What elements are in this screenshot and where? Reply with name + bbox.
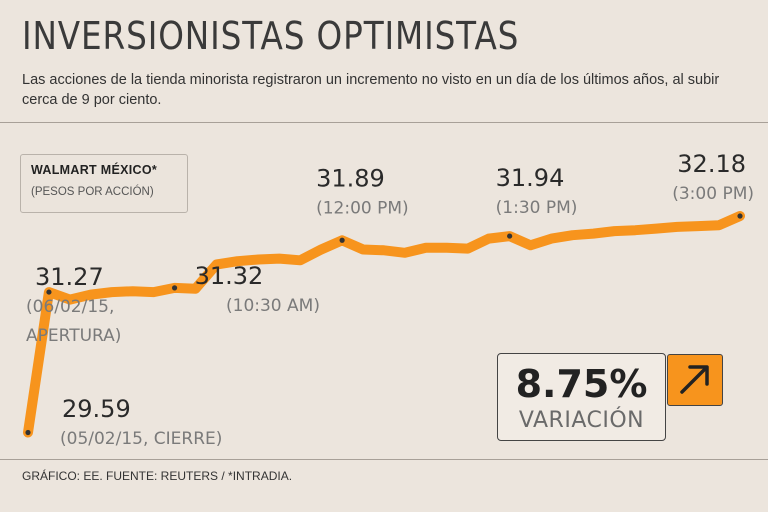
data-label-note: (05/02/15, CIERRE) [60, 429, 222, 449]
data-point-marker [737, 213, 743, 219]
top-divider [0, 122, 768, 123]
data-label-value: 31.32 [195, 262, 264, 290]
legend-title: WALMART MÉXICO* [31, 163, 158, 177]
variation-label: VARIACIÓN [518, 408, 645, 433]
page-title: INVERSIONISTAS OPTIMISTAS [22, 14, 520, 58]
legend-subtitle: (PESOS POR ACCIÓN) [31, 186, 154, 198]
data-label-note: (3:00 PM) [672, 184, 754, 204]
data-label-note: (10:30 AM) [226, 296, 320, 316]
page-subtitle: Las acciones de la tienda minorista regi… [22, 72, 720, 108]
data-label-note: (12:00 PM) [316, 198, 409, 218]
data-point-marker [46, 289, 52, 295]
legend-box: WALMART MÉXICO* (PESOS POR ACCIÓN) [20, 154, 188, 213]
arrow-up-right-icon [667, 354, 723, 406]
data-label-note: (1:30 PM) [496, 198, 578, 218]
data-label-note: APERTURA) [26, 326, 121, 346]
data-label-value: 31.89 [316, 164, 385, 192]
data-point-marker [507, 233, 513, 239]
data-label-value: 31.27 [35, 263, 104, 291]
data-label-note: (06/02/15, [26, 297, 114, 317]
data-point-marker [339, 237, 345, 243]
bottom-divider [0, 459, 768, 460]
data-point-marker [25, 429, 31, 436]
footer-source: GRÁFICO: EE. FUENTE: REUTERS / *INTRADIA… [22, 469, 293, 483]
data-label-value: 31.94 [496, 164, 565, 192]
data-label-value: 29.59 [62, 395, 131, 423]
data-label-value: 32.18 [677, 150, 746, 178]
data-point-marker [171, 285, 178, 291]
variation-box: 8.75% VARIACIÓN [497, 353, 666, 441]
variation-value: 8.75% [515, 362, 648, 406]
series-line [23, 211, 745, 438]
